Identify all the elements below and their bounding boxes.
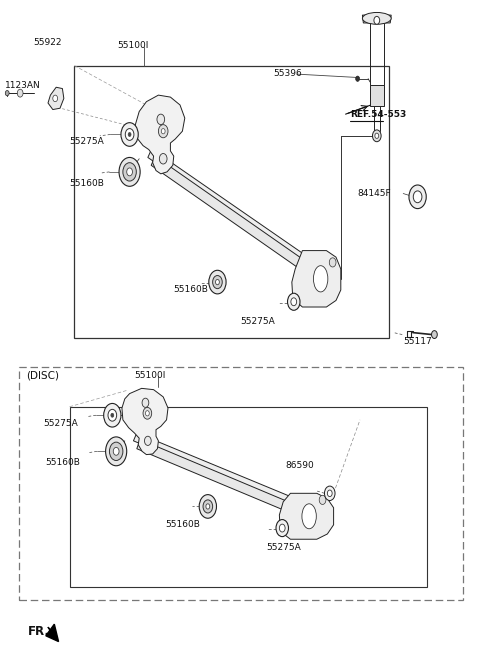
- Circle shape: [161, 129, 165, 134]
- Circle shape: [329, 258, 336, 267]
- Circle shape: [106, 437, 127, 466]
- Circle shape: [209, 270, 226, 294]
- Text: 55275A: 55275A: [43, 419, 78, 428]
- Circle shape: [409, 185, 426, 209]
- Circle shape: [288, 293, 300, 310]
- Circle shape: [413, 191, 422, 203]
- Circle shape: [142, 398, 149, 407]
- Circle shape: [356, 76, 360, 81]
- Ellipse shape: [313, 266, 328, 292]
- Circle shape: [121, 123, 138, 146]
- Circle shape: [216, 279, 219, 285]
- Circle shape: [119, 157, 140, 186]
- FancyArrow shape: [46, 624, 59, 642]
- Circle shape: [276, 520, 288, 537]
- Text: 55117: 55117: [403, 337, 432, 346]
- Circle shape: [127, 168, 132, 176]
- Circle shape: [199, 495, 216, 518]
- Circle shape: [17, 89, 23, 97]
- Circle shape: [203, 500, 213, 513]
- Polygon shape: [122, 388, 168, 455]
- Polygon shape: [148, 149, 311, 268]
- Text: 55100I: 55100I: [118, 41, 149, 51]
- Text: FR.: FR.: [28, 625, 50, 638]
- Polygon shape: [137, 440, 302, 516]
- Polygon shape: [151, 156, 315, 277]
- Circle shape: [104, 403, 121, 427]
- Text: 55396: 55396: [274, 69, 302, 78]
- Text: 55160B: 55160B: [46, 458, 81, 467]
- Circle shape: [123, 163, 136, 181]
- Circle shape: [374, 16, 380, 24]
- Circle shape: [324, 486, 335, 501]
- Circle shape: [158, 125, 168, 138]
- Circle shape: [327, 490, 332, 497]
- Circle shape: [144, 436, 151, 445]
- Text: 55160B: 55160B: [173, 285, 208, 295]
- Bar: [19, 367, 463, 600]
- Text: 55922: 55922: [34, 38, 62, 47]
- Text: 55275A: 55275A: [266, 543, 301, 552]
- Text: (DISC): (DISC): [26, 370, 60, 380]
- Circle shape: [279, 524, 285, 532]
- Text: 55160B: 55160B: [70, 179, 105, 188]
- Circle shape: [291, 298, 297, 306]
- Polygon shape: [135, 95, 185, 174]
- Circle shape: [375, 133, 379, 138]
- Text: REF.54-553: REF.54-553: [350, 110, 407, 119]
- Circle shape: [109, 442, 123, 461]
- Text: 55100I: 55100I: [134, 371, 166, 380]
- Circle shape: [108, 409, 117, 421]
- Polygon shape: [362, 15, 391, 23]
- Circle shape: [128, 133, 131, 136]
- Ellipse shape: [302, 504, 316, 529]
- Circle shape: [5, 91, 9, 96]
- Text: 86590: 86590: [286, 461, 314, 470]
- Bar: [74, 66, 389, 338]
- Text: 1123AN: 1123AN: [5, 81, 40, 90]
- Circle shape: [53, 95, 58, 102]
- Circle shape: [125, 129, 134, 140]
- Ellipse shape: [362, 12, 391, 24]
- Circle shape: [159, 154, 167, 164]
- Circle shape: [319, 495, 326, 504]
- Circle shape: [145, 411, 149, 416]
- Bar: [70, 407, 427, 587]
- Bar: [370, 85, 384, 106]
- Polygon shape: [279, 493, 334, 539]
- Text: 84145F: 84145F: [358, 189, 391, 198]
- Text: 55160B: 55160B: [166, 520, 201, 529]
- Text: 55275A: 55275A: [70, 136, 104, 146]
- Circle shape: [111, 413, 114, 417]
- Polygon shape: [48, 87, 64, 110]
- Circle shape: [432, 331, 437, 338]
- Text: 55275A: 55275A: [240, 317, 275, 326]
- Circle shape: [157, 114, 165, 125]
- Circle shape: [372, 130, 381, 142]
- Polygon shape: [133, 433, 299, 508]
- Polygon shape: [292, 251, 341, 307]
- Circle shape: [213, 276, 222, 289]
- Circle shape: [143, 407, 152, 419]
- Circle shape: [113, 447, 119, 455]
- Circle shape: [206, 504, 210, 509]
